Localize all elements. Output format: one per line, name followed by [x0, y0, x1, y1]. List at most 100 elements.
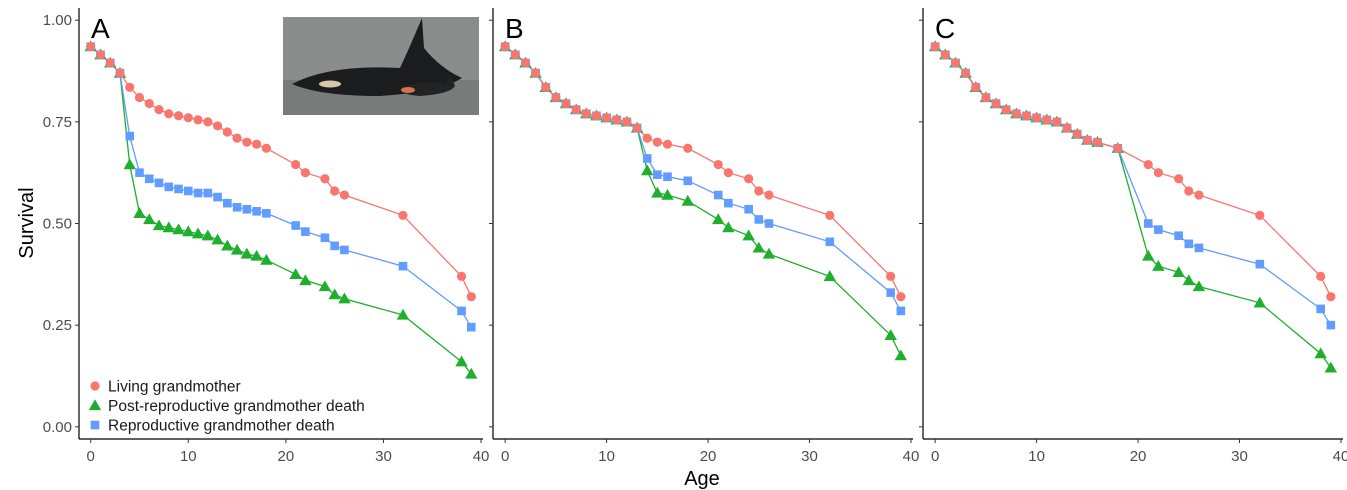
- data-point-living: [683, 143, 693, 153]
- data-point-living: [950, 58, 961, 68]
- legend-label-repro: Reproductive grandmother death: [108, 418, 335, 435]
- data-point-post: [260, 253, 273, 265]
- data-point-repro: [213, 192, 222, 202]
- x-tick-label: 20: [278, 448, 295, 465]
- data-point-repro: [135, 168, 144, 177]
- data-point-repro: [825, 237, 835, 247]
- data-point-living: [300, 168, 310, 178]
- data-point-repro: [144, 174, 154, 184]
- data-point-post: [455, 355, 468, 367]
- data-point-living: [930, 42, 940, 52]
- data-point-living: [252, 139, 262, 149]
- legend-marker-living: [90, 381, 100, 391]
- y-tick-label: 0.25: [43, 317, 72, 334]
- data-point-post: [742, 229, 755, 241]
- data-point-post: [230, 243, 244, 255]
- data-point-living: [612, 115, 622, 125]
- x-tick-label: 0: [931, 448, 939, 465]
- data-point-living: [1092, 137, 1103, 147]
- data-point-repro: [764, 219, 774, 228]
- data-point-post: [1253, 296, 1267, 308]
- data-point-repro: [653, 170, 662, 180]
- data-point-post: [1142, 249, 1155, 261]
- x-tick-label: 40: [1333, 448, 1347, 465]
- data-point-living: [1052, 117, 1062, 127]
- y-axis-title: Survival: [16, 187, 38, 258]
- data-point-living: [456, 271, 467, 281]
- data-point-repro: [457, 306, 466, 316]
- data-point-living: [591, 111, 602, 121]
- x-tick-label: 30: [801, 448, 818, 465]
- y-tick-label: 1.00: [43, 12, 72, 29]
- data-point-post: [328, 288, 341, 300]
- data-point-repro: [713, 190, 723, 200]
- data-point-living: [971, 82, 981, 92]
- data-point-living: [1174, 174, 1184, 184]
- data-point-post: [1172, 266, 1185, 277]
- data-point-living: [1082, 135, 1092, 145]
- data-point-post: [1314, 347, 1327, 359]
- x-tick-label: 20: [1130, 448, 1147, 465]
- x-tick-label: 40: [903, 448, 920, 465]
- data-point-living: [571, 105, 581, 115]
- panel-c: 0 10 20 30 40 C: [919, 8, 1347, 465]
- data-point-repro: [398, 261, 408, 271]
- data-point-repro: [896, 306, 906, 316]
- data-point-living: [1113, 143, 1123, 153]
- x-tick-label: 10: [180, 448, 197, 465]
- data-point-living: [134, 92, 145, 103]
- data-point-repro: [663, 172, 672, 182]
- data-point-living: [203, 117, 213, 127]
- data-point-living: [339, 190, 350, 200]
- data-point-post: [762, 247, 776, 259]
- data-point-post: [143, 213, 156, 225]
- legend-marker-post: [88, 399, 102, 411]
- data-point-living: [561, 98, 571, 109]
- data-point-repro: [340, 245, 349, 255]
- panel-label: B: [505, 13, 524, 44]
- data-point-living: [581, 109, 591, 119]
- data-point-living: [242, 137, 252, 147]
- data-point-living: [1255, 210, 1265, 220]
- data-point-repro: [320, 233, 330, 243]
- data-point-repro: [683, 176, 693, 186]
- data-point-post: [823, 270, 837, 282]
- data-point-repro: [466, 322, 476, 332]
- data-point-post: [661, 188, 674, 200]
- data-point-repro: [232, 202, 242, 212]
- data-point-living: [551, 92, 561, 103]
- data-point-post: [221, 239, 234, 251]
- data-point-living: [764, 190, 774, 200]
- data-point-living: [825, 210, 835, 220]
- data-point-post: [712, 213, 725, 225]
- data-point-living: [1072, 129, 1082, 139]
- orca-adult-shape: [292, 18, 462, 96]
- data-point-repro: [1174, 231, 1183, 240]
- series-line-living: [934, 46, 1332, 297]
- x-tick-label: 0: [501, 448, 509, 465]
- data-point-living: [981, 92, 991, 103]
- data-point-living: [466, 292, 476, 302]
- data-point-living: [164, 109, 174, 119]
- data-point-repro: [744, 204, 753, 214]
- data-point-post: [722, 221, 735, 233]
- data-point-post: [162, 221, 175, 233]
- orca-calf-patch: [401, 87, 415, 93]
- data-point-living: [261, 143, 271, 153]
- data-point-repro: [1154, 225, 1163, 234]
- data-point-living: [291, 159, 301, 170]
- x-tick-label: 0: [87, 448, 95, 465]
- panels: 0.00 0.25 0.50 0.75 1.00 0 10 20 30 40 A 0 10 20 30 40 B…: [43, 8, 1347, 465]
- orca-photo: [283, 17, 479, 115]
- data-point-living: [330, 186, 340, 196]
- data-point-living: [744, 174, 754, 184]
- panel-label: A: [91, 13, 110, 44]
- panel-a: 0.00 0.25 0.50 0.75 1.00 0 10 20 30 40 A: [43, 8, 489, 465]
- data-point-post: [250, 249, 263, 261]
- data-point-living: [1011, 109, 1021, 119]
- data-point-living: [222, 127, 232, 137]
- data-point-living: [95, 50, 106, 60]
- data-point-repro: [330, 241, 339, 251]
- data-point-living: [713, 159, 723, 170]
- data-point-living: [754, 186, 764, 196]
